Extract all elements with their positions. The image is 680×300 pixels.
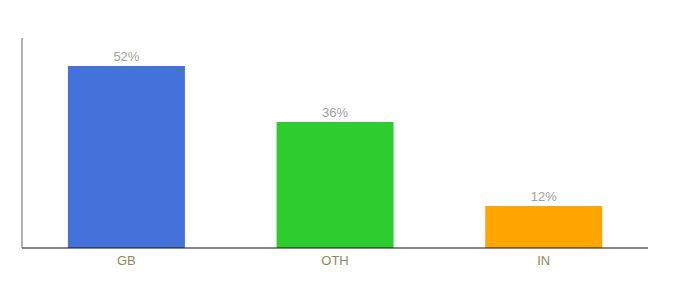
svg-text:12%: 12%: [531, 189, 557, 204]
svg-text:52%: 52%: [113, 49, 139, 64]
svg-text:OTH: OTH: [321, 253, 348, 268]
svg-text:36%: 36%: [322, 105, 348, 120]
svg-text:GB: GB: [117, 253, 136, 268]
svg-text:IN: IN: [537, 253, 550, 268]
